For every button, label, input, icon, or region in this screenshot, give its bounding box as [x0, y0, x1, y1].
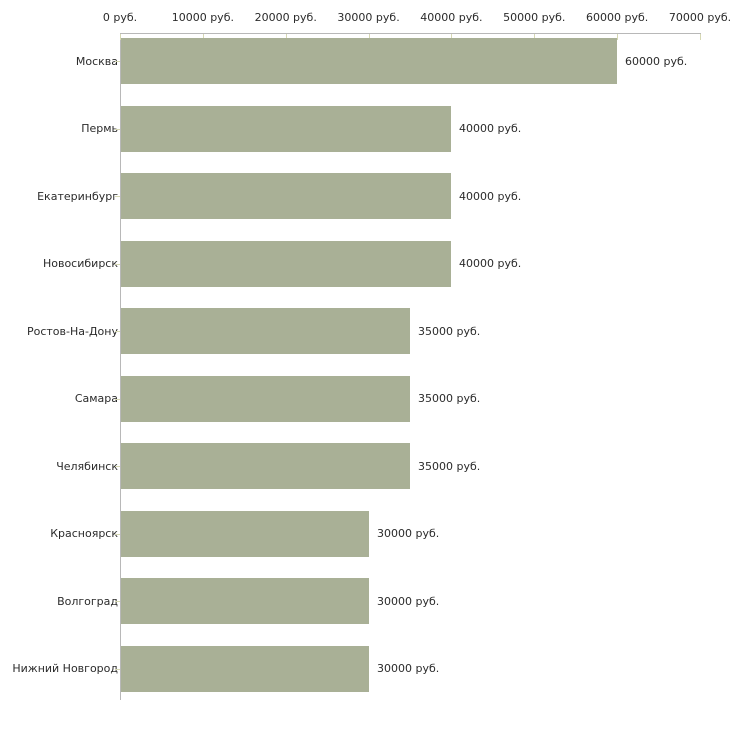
y-axis-tick-mark — [115, 196, 120, 197]
value-label: 35000 руб. — [418, 325, 481, 338]
x-axis-tick-label: 20000 руб. — [254, 11, 317, 24]
category-label: Челябинск — [56, 460, 118, 473]
value-label: 30000 руб. — [377, 662, 440, 675]
category-label: Новосибирск — [42, 257, 118, 270]
category-label: Москва — [75, 55, 118, 68]
value-label: 35000 руб. — [418, 460, 481, 473]
category-label: Самара — [74, 392, 118, 405]
x-axis-tick-label: 60000 руб. — [586, 11, 649, 24]
bar-3 — [121, 173, 451, 219]
y-axis-tick-mark — [115, 129, 120, 130]
y-axis-tick-mark — [115, 61, 120, 62]
bar-6 — [121, 375, 410, 422]
bar-7 — [121, 443, 410, 489]
y-axis-tick-mark — [115, 264, 120, 265]
x-axis-tick-label: 30000 руб. — [337, 11, 400, 24]
bar-1 — [121, 38, 617, 84]
bar-10 — [121, 645, 369, 692]
value-label: 30000 руб. — [377, 527, 440, 540]
category-label: Екатеринбург — [37, 190, 118, 203]
y-axis-tick-mark — [115, 399, 120, 400]
x-axis-tick-mark — [451, 34, 452, 40]
x-axis-tick-mark — [700, 34, 701, 40]
x-axis-tick-label: 0 руб. — [102, 11, 138, 24]
y-axis-tick-mark — [115, 331, 120, 332]
x-axis-tick-mark — [203, 34, 204, 40]
bar-5 — [121, 308, 410, 354]
y-axis-tick-mark — [115, 534, 120, 535]
bar-2 — [121, 105, 451, 152]
category-label: Волгоград — [57, 595, 118, 608]
y-axis-tick-mark — [115, 669, 120, 670]
x-axis-tick-label: 70000 руб. — [668, 11, 730, 24]
value-label: 40000 руб. — [459, 122, 522, 135]
value-label: 60000 руб. — [625, 55, 688, 68]
bar-8 — [121, 510, 369, 557]
category-label: Нижний Новгород — [12, 662, 118, 675]
value-label: 40000 руб. — [459, 257, 522, 270]
category-label: Ростов-На-Дону — [26, 325, 118, 338]
plot-area — [120, 33, 701, 700]
y-axis-tick-mark — [115, 601, 120, 602]
bar-4 — [121, 240, 451, 287]
value-label: 40000 руб. — [459, 190, 522, 203]
y-axis-tick-mark — [115, 466, 120, 467]
category-label: Пермь — [81, 122, 118, 135]
x-axis-tick-mark — [120, 34, 121, 40]
x-axis-tick-mark — [286, 34, 287, 40]
x-axis-tick-label: 40000 руб. — [420, 11, 483, 24]
x-axis-tick-mark — [617, 34, 618, 40]
x-axis-tick-mark — [534, 34, 535, 40]
value-label: 30000 руб. — [377, 595, 440, 608]
bar-9 — [121, 578, 369, 624]
x-axis-tick-label: 10000 руб. — [171, 11, 234, 24]
x-axis-tick-label: 50000 руб. — [503, 11, 566, 24]
category-label: Красноярск — [50, 527, 118, 540]
x-axis-tick-mark — [369, 34, 370, 40]
value-label: 35000 руб. — [418, 392, 481, 405]
